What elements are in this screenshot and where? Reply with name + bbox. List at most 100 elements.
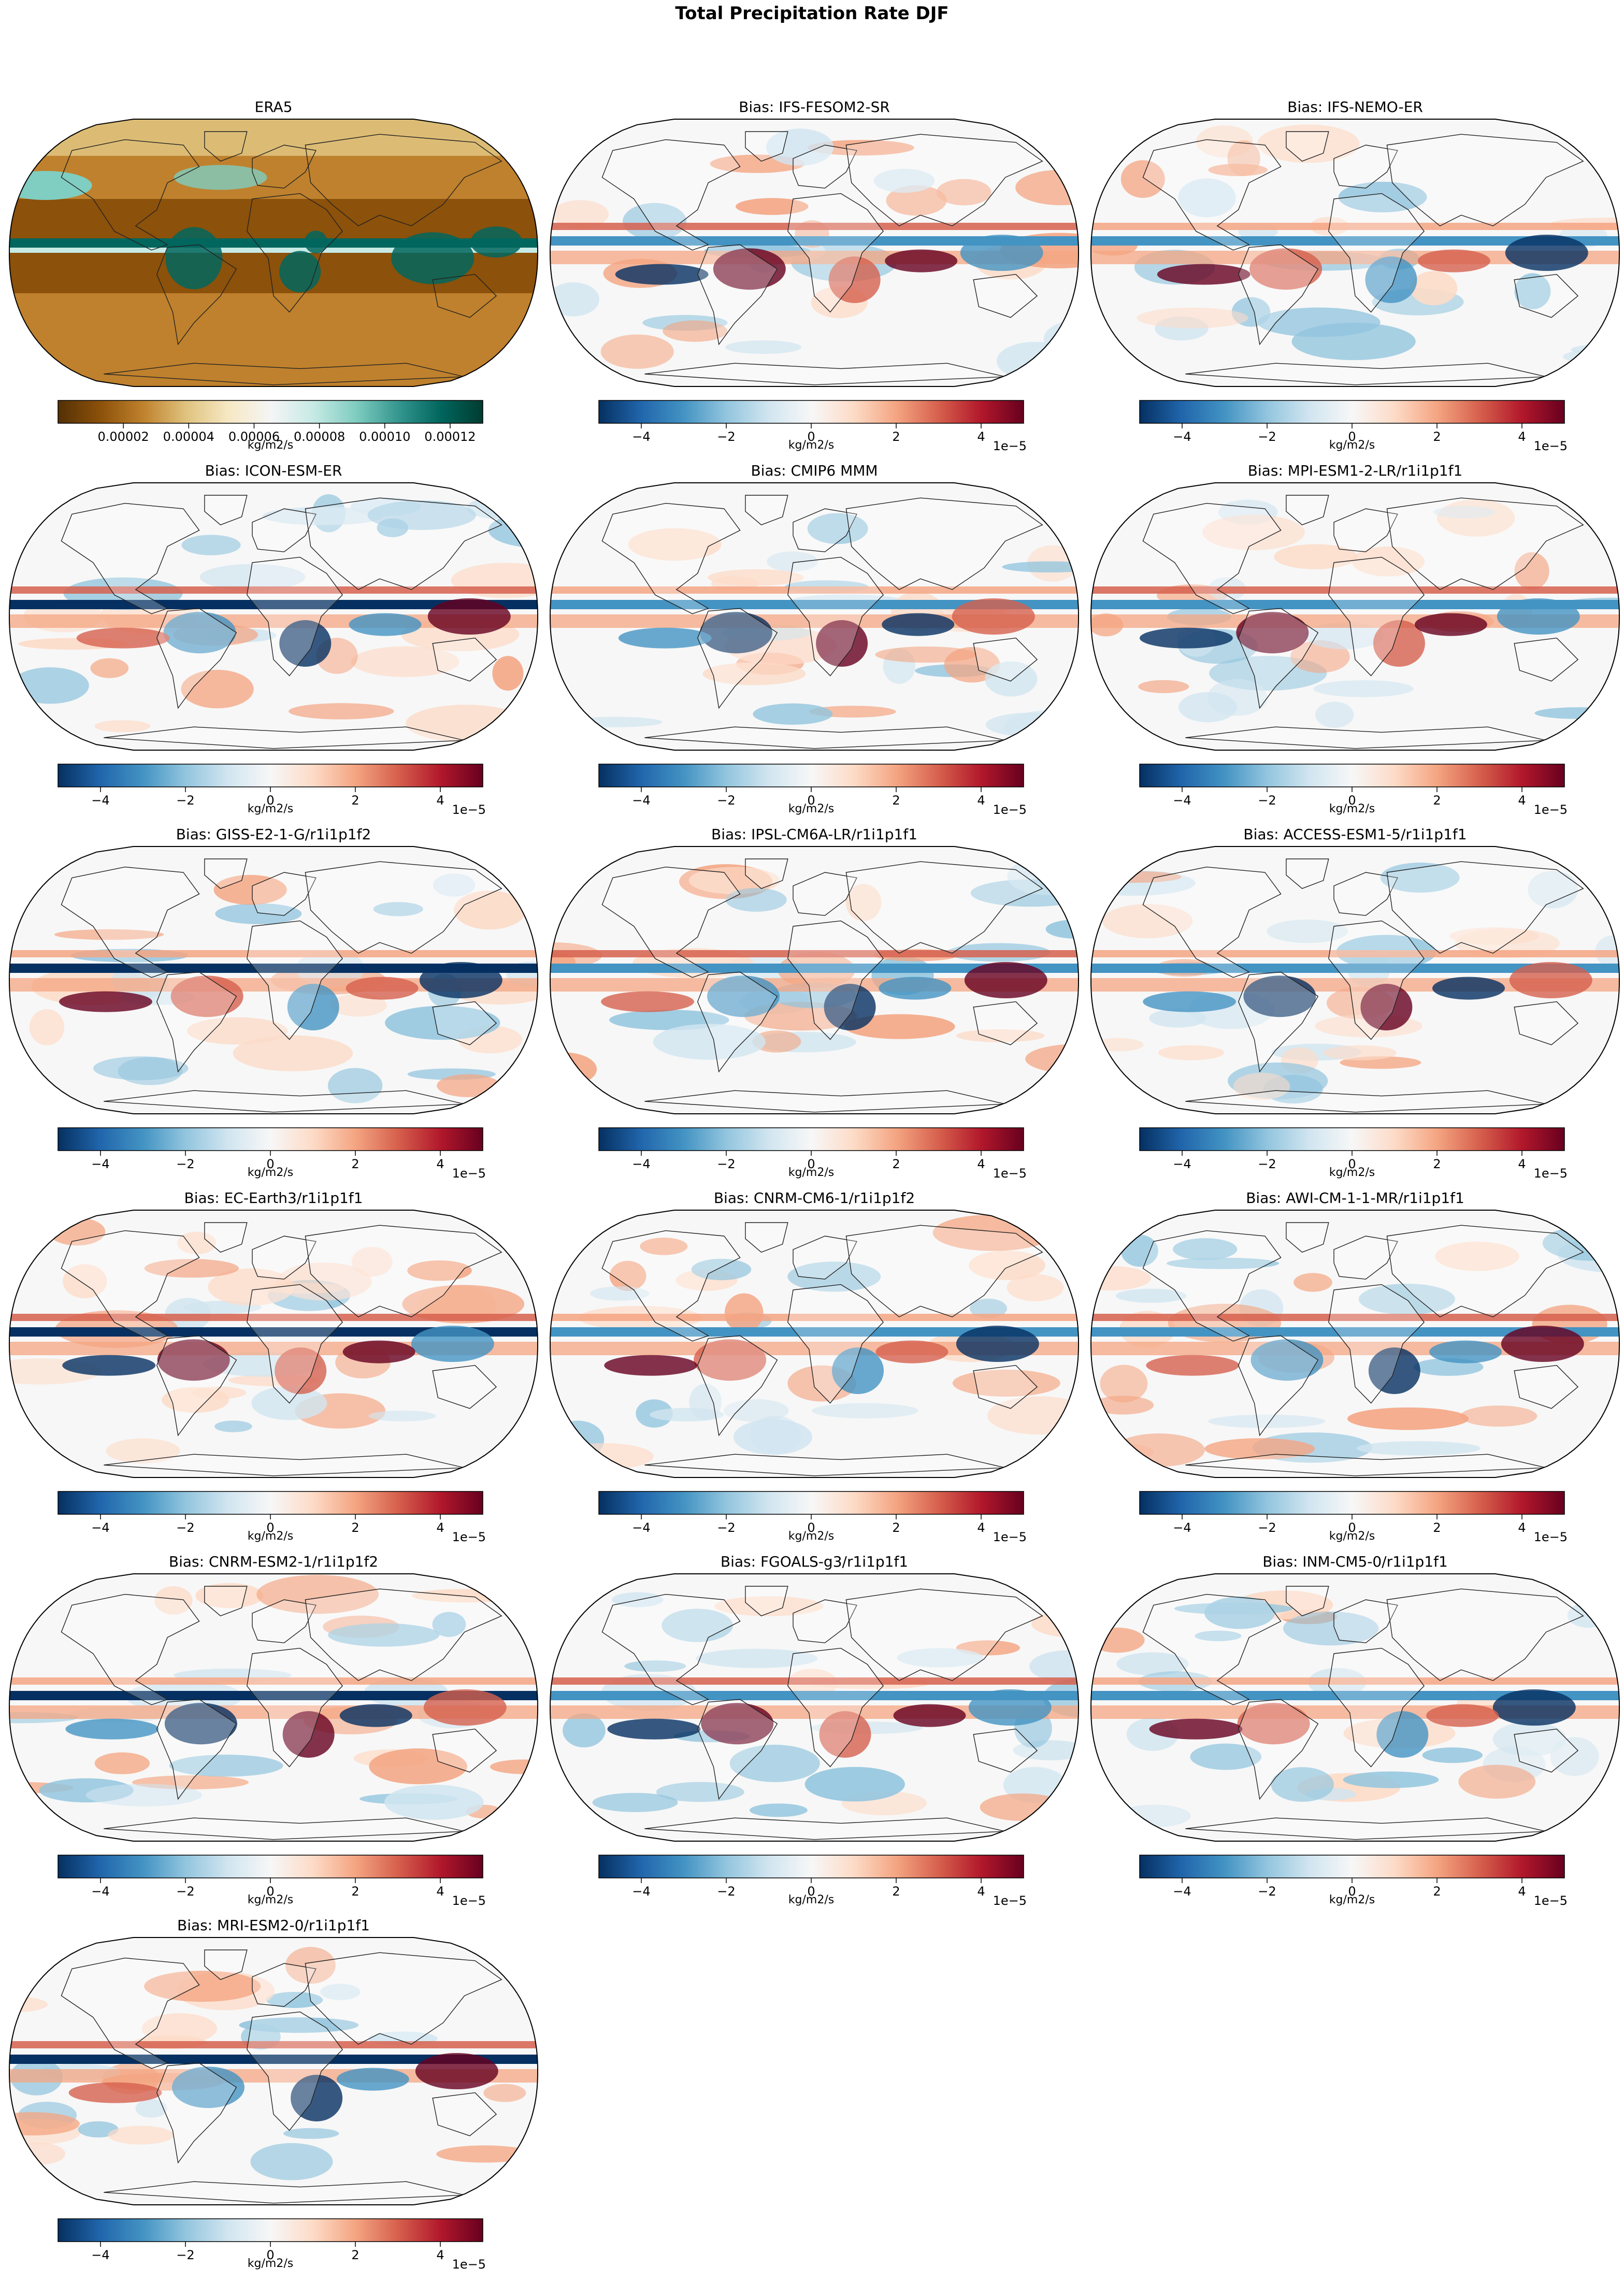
coastline-asia	[305, 1952, 502, 2045]
field-blob	[351, 1247, 393, 1277]
coastline-greenland	[204, 858, 248, 889]
colorbar-tick-label: −4	[1173, 429, 1191, 444]
field-blob	[724, 1293, 764, 1333]
field-blob	[1360, 984, 1413, 1030]
field-blob	[1410, 271, 1458, 306]
coastline-europe	[793, 145, 857, 189]
coastline-africa	[247, 1647, 343, 1768]
field-blob	[181, 535, 241, 555]
colorbar-tick-label: 4	[436, 1520, 444, 1535]
map-boundary	[8, 1937, 539, 2205]
panel-title: Bias: GISS-E2-1-G/r1i1p1f2	[176, 826, 371, 843]
field-blob	[1243, 975, 1316, 1017]
colorbar-tick-label: 2	[892, 793, 900, 808]
field-blob	[1208, 1414, 1326, 1428]
coastline-greenland	[745, 495, 788, 526]
field-blob	[1138, 680, 1189, 694]
field-blob	[275, 1347, 327, 1394]
data-field	[9, 1574, 538, 1841]
field-blob	[490, 1759, 538, 1774]
colorbar-gradient	[598, 1127, 1024, 1151]
field-blob	[78, 2121, 119, 2138]
field-blob	[391, 232, 475, 284]
coastline-north-america	[601, 866, 741, 978]
coastline-north-america	[601, 1594, 741, 1705]
colorbar-unit-label: kg/m2/s	[247, 1166, 294, 1179]
field-blob	[640, 1238, 688, 1255]
field-blob	[90, 658, 129, 678]
coastline-europe	[252, 1963, 317, 2007]
coastline-africa	[247, 1284, 343, 1404]
colorbar-tick-label: −2	[717, 793, 736, 808]
field-blob	[1347, 1407, 1469, 1430]
coastline-north-america	[61, 1957, 200, 2069]
coastline-south-america	[697, 1699, 778, 1800]
colorbar-tick-label: 0	[807, 429, 815, 444]
colorbar-tick-label: 2	[351, 2248, 360, 2262]
map-panel: Bias: ICON-ESM-ER −4 −2 0 2 4 kg/m2/s 1e−5	[4, 462, 543, 827]
colorbar-tick-label: 0	[1348, 1884, 1356, 1899]
field-blob	[1380, 863, 1460, 893]
colorbar-tick-label: −2	[717, 429, 736, 444]
field-blob	[1435, 1241, 1519, 1271]
field-blob	[1534, 707, 1619, 719]
colorbar-tick-label: 0	[266, 2248, 275, 2262]
field-band	[1091, 1691, 1619, 1700]
coastline-europe	[252, 872, 317, 916]
coastline-antarctica	[644, 1454, 1005, 1476]
coastline-australia	[973, 1728, 1038, 1773]
coastline-south-america	[1238, 244, 1319, 346]
colorbar-gradient	[1139, 1127, 1565, 1151]
field-blob	[882, 613, 955, 636]
colorbar-tick-label: 4	[977, 1157, 985, 1171]
field-blob	[886, 185, 947, 216]
colorbar-unit-label: kg/m2/s	[788, 439, 835, 452]
field-blob	[1505, 235, 1588, 271]
field-blob	[320, 1984, 361, 2000]
colorbar-tick-label: 4	[977, 429, 985, 444]
field-blob	[170, 975, 243, 1017]
colorbar-tick-label: −4	[632, 1520, 651, 1535]
field-blob	[725, 340, 802, 354]
colorbar: −4 −2 0 2 4 kg/m2/s 1e−5	[1139, 400, 1568, 453]
field-blob	[282, 1711, 335, 1758]
map-panel: Bias: EC-Earth3/r1i1p1f1 −4 −2 0 2 4 kg/m2/s 1e…	[4, 1189, 543, 1555]
field-blob	[1426, 1704, 1499, 1727]
coastline-africa	[247, 556, 343, 677]
colorbar-unit-label: kg/m2/s	[1329, 1530, 1375, 1543]
coastline-north-america	[61, 139, 200, 251]
coastline-africa	[247, 920, 343, 1040]
colorbar: −4 −2 0 2 4 kg/m2/s 1e−5	[58, 1855, 486, 1908]
colorbar-tick-label: −4	[91, 1520, 110, 1535]
colorbar-offset-label: 1e−5	[993, 439, 1027, 453]
colorbar-tick-label: −4	[632, 1157, 651, 1171]
field-band	[9, 600, 538, 609]
coastline-asia	[845, 134, 1043, 226]
field-blob	[1173, 1238, 1238, 1260]
coastline-australia	[432, 2092, 497, 2136]
field-blob	[601, 991, 695, 1012]
field-blob	[695, 1648, 818, 1668]
coastline-africa	[1328, 920, 1425, 1040]
field-blob	[199, 564, 306, 591]
coastline-africa	[787, 556, 884, 677]
field-blob	[1432, 977, 1505, 1000]
coastline-asia	[305, 861, 502, 954]
field-blob	[1257, 307, 1381, 337]
coastline-greenland	[204, 131, 248, 162]
colorbar: −4 −2 0 2 4 kg/m2/s 1e−5	[598, 1491, 1027, 1544]
map-panel: Bias: AWI-CM-1-1-MR/r1i1p1f1 −4 −2 0 2 4 kg/m2…	[1086, 1189, 1624, 1555]
field-blob	[368, 1410, 437, 1422]
field-blob	[1204, 1596, 1275, 1629]
colorbar-gradient	[598, 1855, 1024, 1878]
field-blob	[725, 888, 787, 912]
field-band	[9, 950, 538, 957]
coastline-south-america	[1238, 1335, 1319, 1437]
field-blob	[1373, 620, 1425, 667]
field-blob	[106, 1438, 180, 1463]
field-band	[1091, 1327, 1619, 1337]
colorbar-tick-label: 4	[1518, 1884, 1526, 1899]
field-blob	[1365, 256, 1417, 303]
field-band	[1091, 1677, 1619, 1685]
coastlines	[1142, 1586, 1584, 1840]
